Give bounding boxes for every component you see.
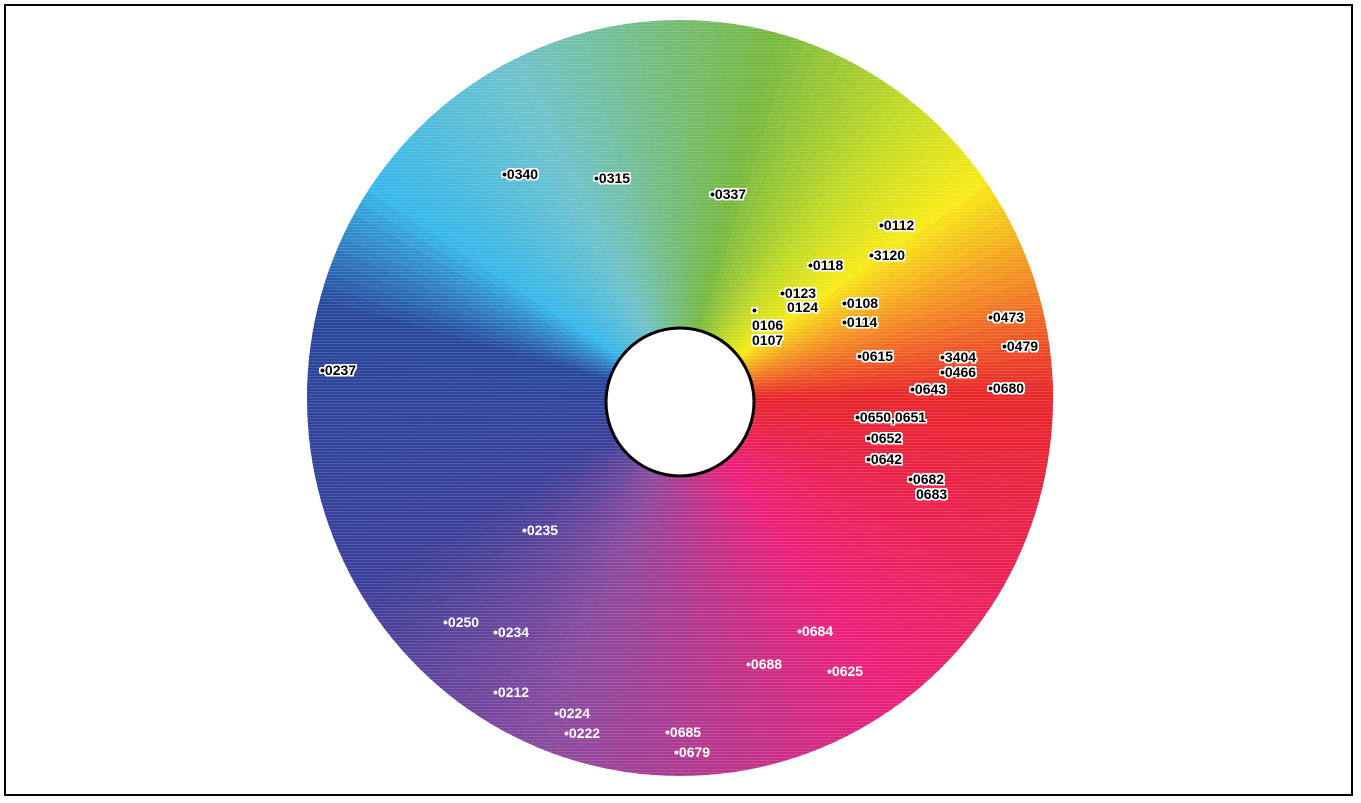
- color-wheel: [307, 20, 1053, 776]
- label-0250: •0250: [443, 614, 480, 630]
- label-0124: 0124: [787, 299, 819, 315]
- label-0682: •0682: [908, 471, 945, 487]
- label-0680: •0680: [988, 380, 1025, 396]
- label-dot: •: [752, 302, 757, 318]
- label-0479: •0479: [1002, 338, 1039, 354]
- label-0118: •0118: [808, 257, 844, 273]
- label-0224: •0224: [554, 705, 591, 721]
- label-0684: •0684: [797, 623, 834, 639]
- label-0473: •0473: [988, 309, 1025, 325]
- label-0123: •0123: [780, 285, 817, 301]
- label-0466: •0466: [940, 364, 977, 380]
- label-3120: •3120: [869, 247, 906, 263]
- label-0114: •0114: [842, 314, 878, 330]
- label-0683: 0683: [916, 486, 948, 502]
- label-0315: •0315: [594, 170, 631, 186]
- label-0679: •0679: [674, 744, 711, 760]
- label-0234: •0234: [493, 624, 530, 640]
- label-0340: •0340: [502, 166, 539, 182]
- label-3404: •3404: [940, 349, 977, 365]
- label-0642: •0642: [866, 451, 903, 467]
- label-0237: •0237: [320, 362, 357, 378]
- label-0235: •0235: [522, 522, 559, 538]
- label-0685: •0685: [665, 724, 702, 740]
- label-0106: 0106: [752, 317, 784, 333]
- label-0643: •0643: [910, 381, 947, 397]
- label-0625: •0625: [827, 663, 864, 679]
- label-0107: 0107: [752, 332, 784, 348]
- label-0652: •0652: [866, 430, 903, 446]
- label-0688: •0688: [746, 656, 783, 672]
- center-hole: [604, 326, 756, 478]
- label-0212: •0212: [493, 684, 530, 700]
- label-0222: •0222: [564, 725, 601, 741]
- label-0650-0651: •0650,0651: [855, 409, 927, 425]
- label-0337: •0337: [710, 186, 747, 202]
- label-0108: •0108: [842, 295, 879, 311]
- label-0615: •0615: [857, 348, 894, 364]
- label-0112: •0112: [879, 217, 915, 233]
